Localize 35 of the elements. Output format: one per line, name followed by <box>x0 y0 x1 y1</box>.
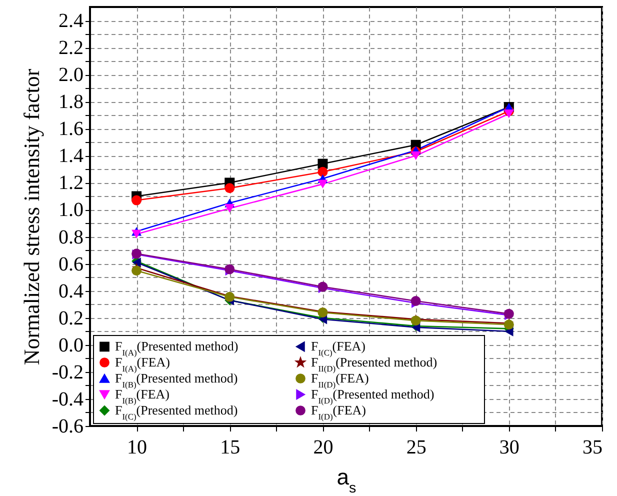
x-tick-label: 20 <box>313 436 334 458</box>
y-tick-label: 1.8 <box>58 91 84 114</box>
point <box>224 183 235 194</box>
x-tick-label: 10 <box>127 436 148 458</box>
y-tick-label: 2.0 <box>58 64 84 86</box>
y-tick-label: -0.6 <box>52 416 84 438</box>
y-tick-label: 0.6 <box>58 253 84 276</box>
point <box>410 316 421 326</box>
x-tick-label: 35 <box>582 436 602 458</box>
y-tick-label: 0.0 <box>58 334 84 356</box>
point <box>410 151 421 160</box>
point <box>504 109 514 118</box>
point <box>410 296 421 306</box>
y-tick-label: 1.6 <box>58 118 84 140</box>
x-tick-label: 15 <box>220 436 240 458</box>
y-tick-label: 1.4 <box>58 145 84 168</box>
y-tick-label: 0.2 <box>58 307 84 330</box>
y-tick-label: 2.4 <box>58 10 84 32</box>
point <box>318 180 328 188</box>
point <box>132 266 142 276</box>
y-tick-label: -0.4 <box>52 388 84 410</box>
point <box>132 230 142 238</box>
y-tick-label: 1.0 <box>58 199 84 222</box>
y-tick-label: 0.8 <box>58 226 84 248</box>
point <box>318 166 328 177</box>
y-tick-label: 1.2 <box>58 172 84 194</box>
y-tick-label: 2.2 <box>58 37 84 60</box>
y-tick-label: -0.2 <box>52 361 84 384</box>
x-axis-title: a$_{s}$ <box>336 464 356 496</box>
y-axis-title: Normalized stress intensity factor <box>18 68 44 366</box>
point <box>132 195 142 206</box>
x-tick-label: 25 <box>406 436 426 458</box>
x-tick-label: 30 <box>499 436 520 458</box>
y-tick-label: 0.4 <box>58 280 84 302</box>
point <box>224 204 235 213</box>
